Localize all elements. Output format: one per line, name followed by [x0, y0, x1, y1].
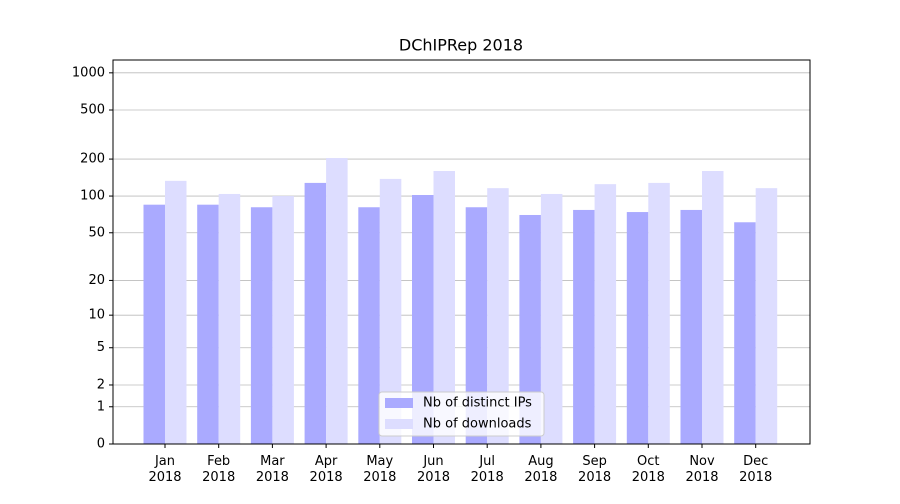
x-tick-label: Jan 2018	[148, 454, 181, 485]
bar	[755, 188, 778, 444]
bar	[594, 184, 617, 444]
y-tick-label: 1	[97, 399, 105, 414]
bar	[304, 182, 327, 444]
x-tick-label: Feb 2018	[202, 454, 235, 485]
bar	[734, 222, 756, 444]
x-tick-label: Sep 2018	[578, 454, 611, 485]
legend-label: Nb of distinct IPs	[423, 396, 532, 411]
bar	[680, 209, 702, 444]
bar	[519, 214, 541, 444]
y-tick-label: 50	[88, 225, 105, 240]
x-tick-label: May 2018	[363, 454, 396, 485]
bar	[626, 212, 649, 444]
bar	[143, 204, 165, 444]
legend-swatch	[385, 398, 413, 408]
x-tick-label: Apr 2018	[310, 454, 343, 485]
bar	[465, 207, 488, 444]
bar	[218, 193, 241, 444]
bar	[379, 178, 402, 444]
bar	[573, 209, 595, 444]
bar	[540, 193, 563, 444]
y-tick-label: 10	[88, 308, 105, 323]
y-tick-label: 2	[97, 377, 105, 392]
x-tick-label: Oct 2018	[632, 454, 665, 485]
bar	[702, 171, 724, 444]
bar	[272, 196, 294, 444]
x-tick-label: Jul 2018	[471, 454, 504, 485]
bar	[412, 195, 434, 444]
y-tick-label: 100	[80, 189, 105, 204]
bar	[250, 207, 273, 444]
legend-label: Nb of downloads	[423, 417, 532, 432]
x-tick-label: Aug 2018	[524, 454, 557, 485]
x-tick-label: Nov 2018	[685, 454, 718, 485]
bar	[358, 207, 380, 444]
y-tick-label: 1000	[72, 65, 105, 80]
bar	[648, 182, 670, 444]
x-tick-label: Jun 2018	[417, 454, 450, 485]
bar	[433, 171, 455, 444]
y-tick-label: 500	[80, 103, 105, 118]
bar	[197, 204, 219, 444]
y-tick-label: 0	[97, 437, 105, 452]
y-tick-label: 5	[97, 340, 105, 355]
bar	[487, 188, 509, 444]
x-tick-label: Mar 2018	[256, 454, 289, 485]
bar	[165, 180, 187, 444]
y-tick-label: 200	[80, 152, 105, 167]
chart-title: DChIPRep 2018	[399, 36, 523, 55]
legend-swatch	[385, 419, 413, 429]
y-tick-label: 20	[88, 273, 105, 288]
plot-frame	[112, 59, 811, 445]
bar	[326, 158, 348, 444]
legend-box	[378, 391, 545, 437]
x-tick-label: Dec 2018	[739, 454, 772, 485]
